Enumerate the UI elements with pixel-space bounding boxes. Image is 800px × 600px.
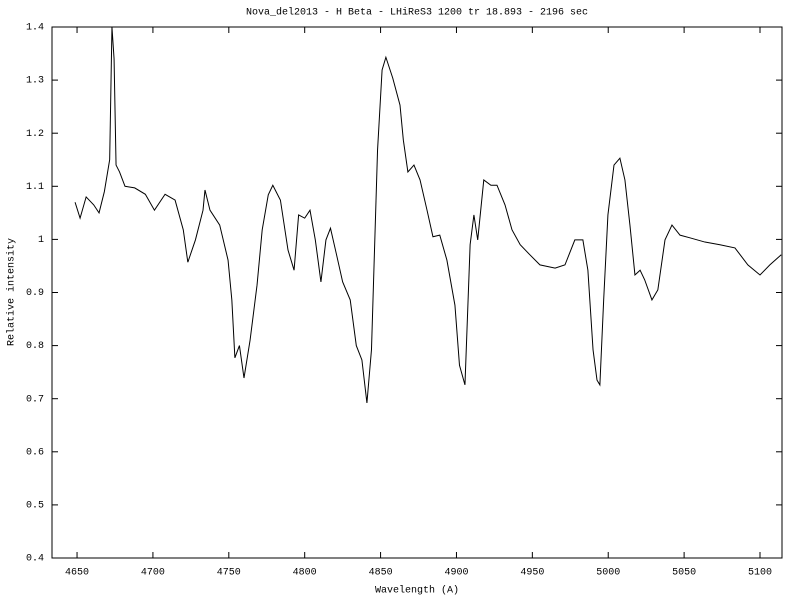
y-tick-label: 0.9 — [26, 288, 44, 299]
x-tick-label: 5100 — [748, 568, 772, 579]
x-tick-label: 4650 — [65, 568, 89, 579]
x-tick-label: 4800 — [293, 568, 317, 579]
x-tick-label: 4750 — [217, 568, 241, 579]
x-tick-label: 4950 — [520, 568, 544, 579]
spectrum-line — [74, 27, 782, 404]
y-tick-label: 0.5 — [26, 501, 44, 512]
x-tick-label: 5000 — [596, 568, 620, 579]
x-tick-label: 4850 — [369, 568, 393, 579]
y-tick-label: 1.3 — [26, 76, 44, 87]
y-tick-label: 0.7 — [26, 394, 44, 405]
y-tick-label: 0.4 — [26, 554, 44, 565]
x-axis-label: Wavelength (A) — [375, 585, 459, 597]
x-tick-label: 5050 — [672, 568, 696, 579]
x-tick-label: 4700 — [141, 568, 165, 579]
y-tick-label: 1.4 — [26, 23, 44, 34]
y-tick-label: 1.2 — [26, 129, 44, 140]
y-tick-label: 1.1 — [26, 182, 44, 193]
x-tick-label: 4900 — [444, 568, 468, 579]
chart-title: Nova_del2013 - H Beta - LHiReS3 1200 tr … — [246, 7, 588, 19]
y-axis-label: Relative intensity — [6, 238, 18, 346]
y-tick-label: 0.8 — [26, 341, 44, 352]
y-tick-label: 1 — [38, 235, 44, 246]
y-tick-label: 0.6 — [26, 447, 44, 458]
